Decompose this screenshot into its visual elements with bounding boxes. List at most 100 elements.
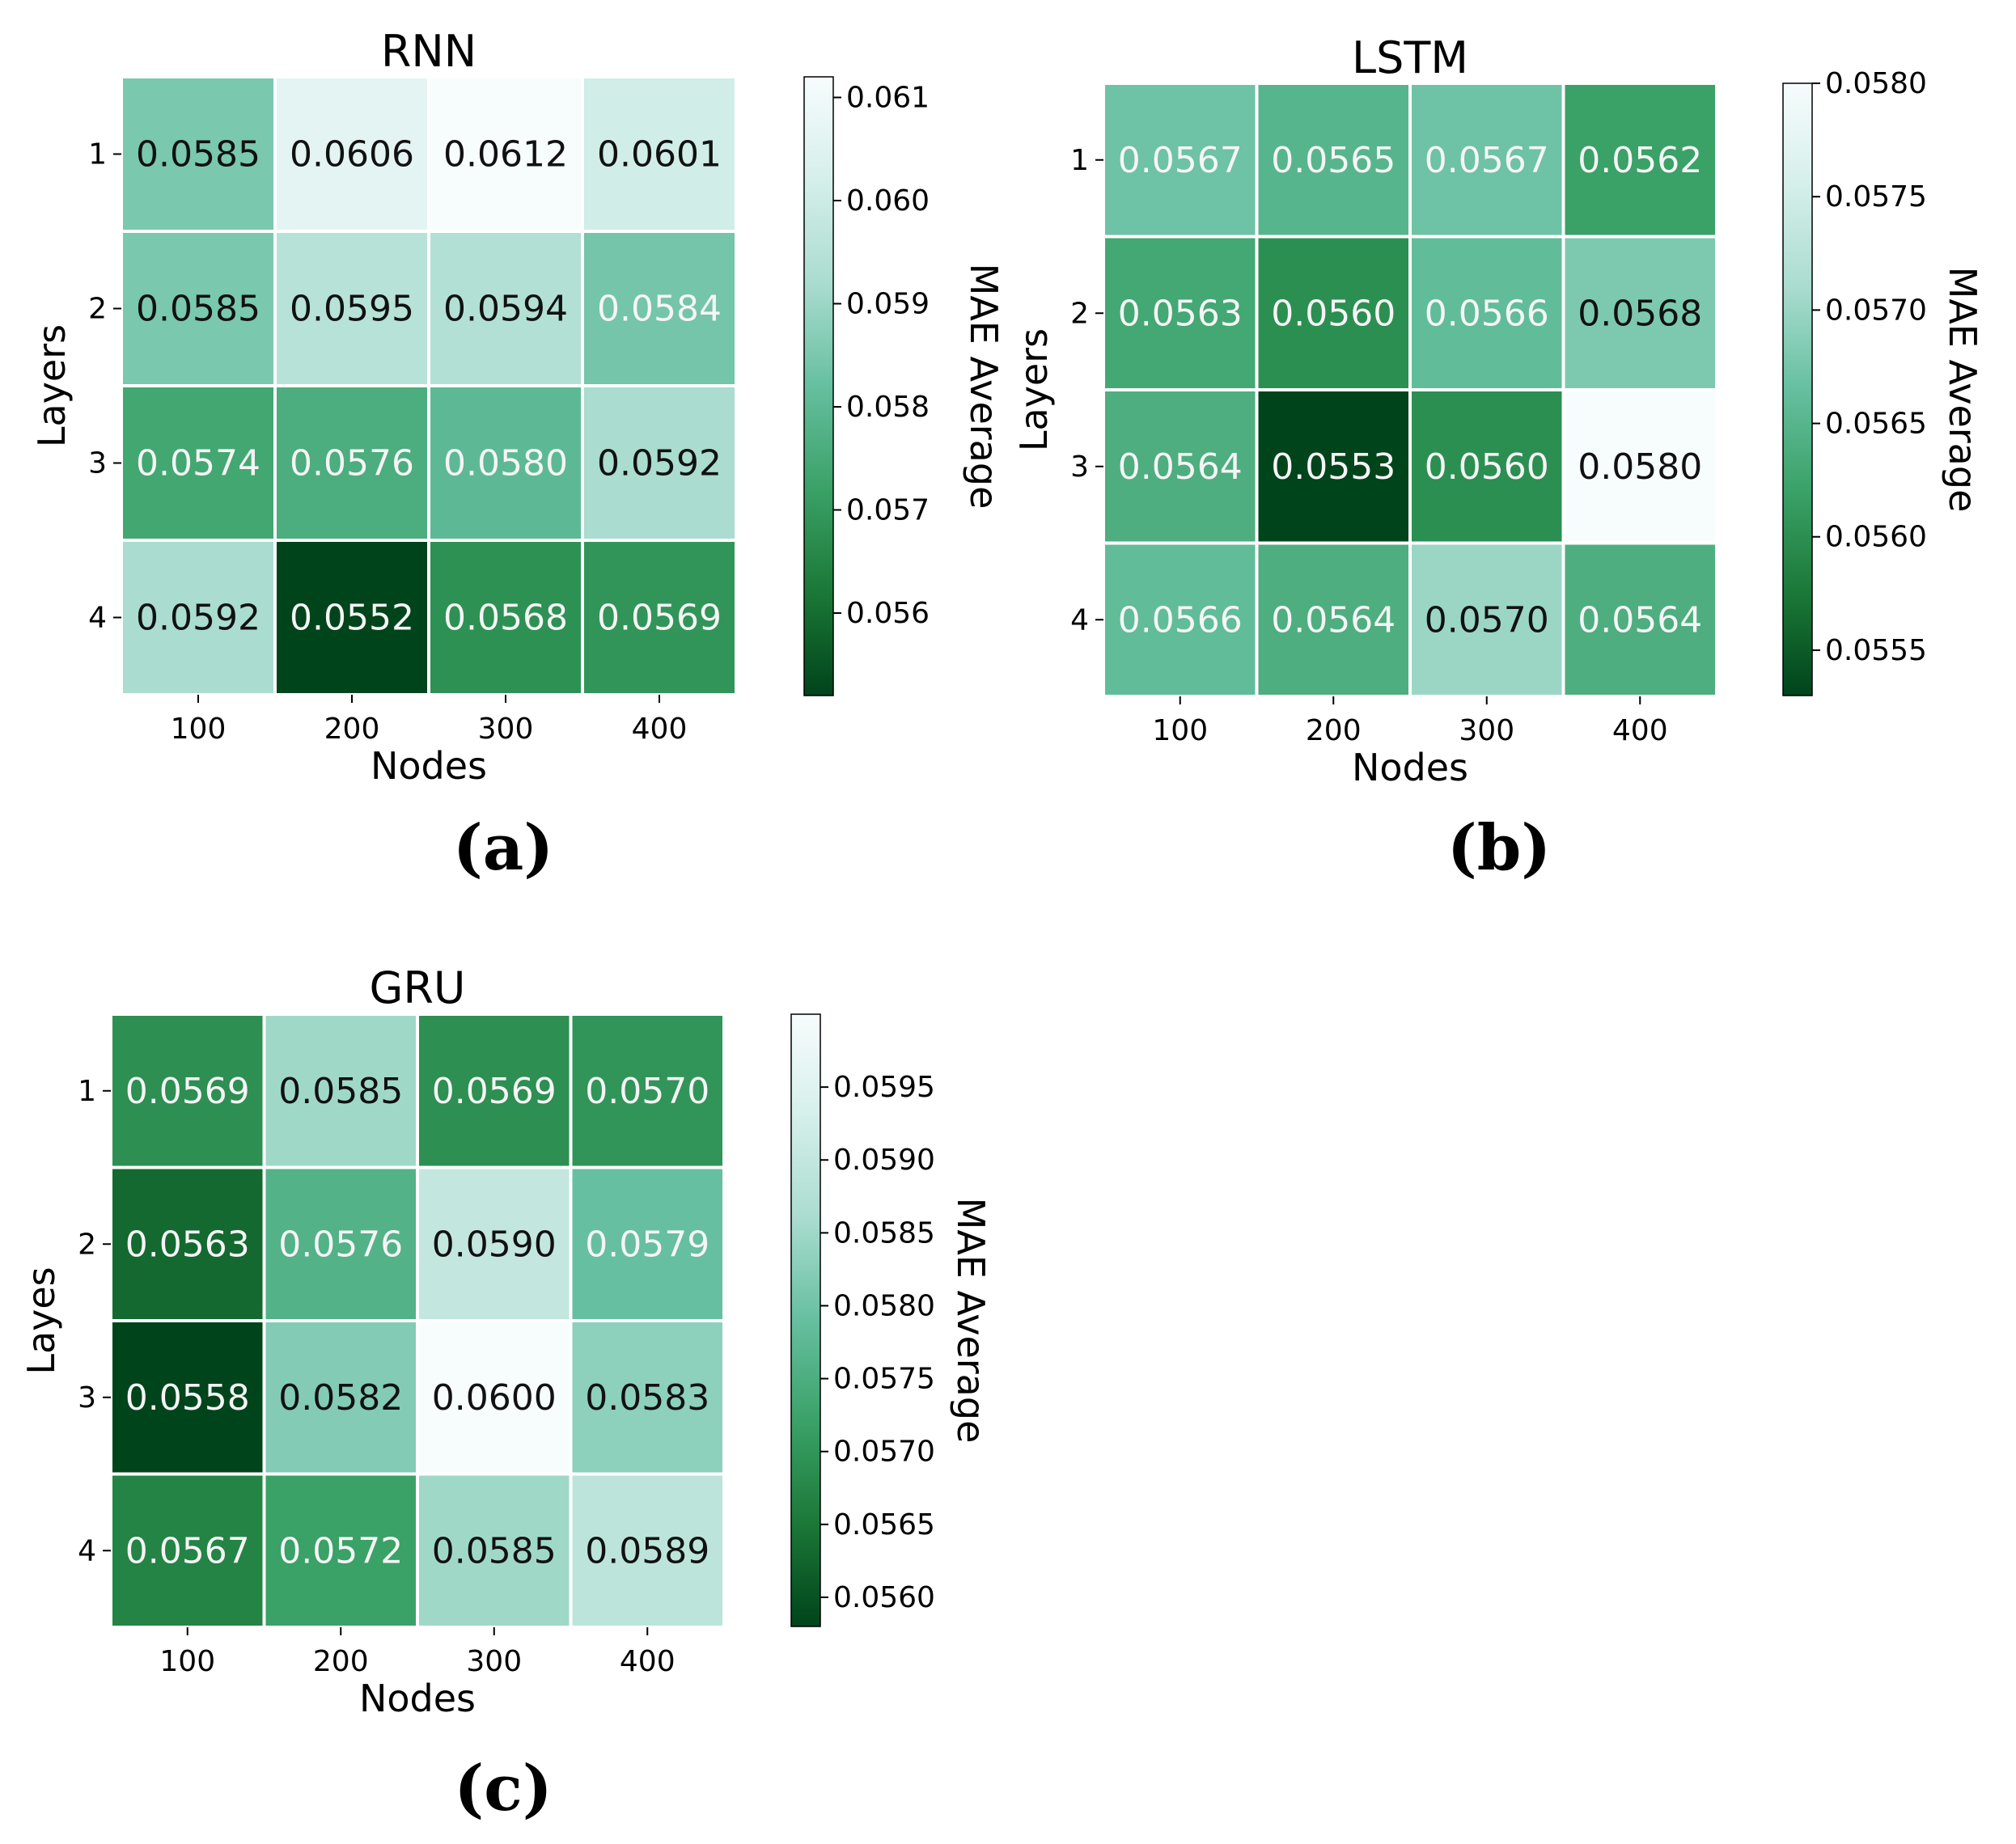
heatmap-panel-lstm: 0.0567 0.0565 0.0567 0.0562 0.0563 0.0560 0.05… <box>1012 32 1984 885</box>
colorbar <box>790 1013 821 1627</box>
chart-title: RNN <box>381 26 476 77</box>
colorbar-tick-label: 0.061 <box>846 82 930 115</box>
cell-value-label: 0.0589 <box>585 1530 709 1571</box>
x-tick-label: 300 <box>478 713 534 746</box>
cell-value-label: 0.0553 <box>1271 446 1396 488</box>
heatmap-cell <box>109 1472 266 1629</box>
colorbar-tick-label: 0.0590 <box>833 1144 935 1177</box>
cell-value-label: 0.0564 <box>1578 599 1702 641</box>
x-tick-label: 300 <box>1459 714 1514 747</box>
y-tick-label: 2 <box>88 293 107 326</box>
colorbar-tick-label: 0.057 <box>846 494 930 527</box>
y-tick-label: 1 <box>78 1075 96 1108</box>
colorbar-tick-label: 0.0595 <box>833 1071 935 1104</box>
cell-value-label: 0.0570 <box>1425 599 1549 641</box>
heatmap-cell <box>1102 82 1259 239</box>
y-tick-label: 1 <box>1070 144 1089 177</box>
colorbar-tick-label: 0.0575 <box>1825 180 1927 214</box>
cell-value-label: 0.0592 <box>597 443 722 484</box>
cell-value-label: 0.0606 <box>290 134 414 176</box>
y-tick-label: 3 <box>88 447 107 480</box>
cell-value-label: 0.0594 <box>443 289 568 330</box>
heatmap-cell <box>120 75 277 233</box>
cell-value-label: 0.0563 <box>1118 293 1243 334</box>
heatmap-cell <box>1561 82 1718 239</box>
y-tick-label: 4 <box>88 602 107 635</box>
colorbar-tick-label: 0.0580 <box>833 1289 935 1322</box>
x-tick-label: 400 <box>1612 714 1668 747</box>
panel-label: (b) <box>1447 811 1551 885</box>
x-tick-label: 300 <box>466 1645 522 1678</box>
colorbar-tick-label: 0.0560 <box>1825 521 1927 554</box>
colorbar <box>1782 82 1813 696</box>
cell-value-label: 0.0592 <box>136 598 260 639</box>
colorbar-tick-label: 0.0555 <box>1825 634 1927 667</box>
panel-label: (a) <box>453 811 553 885</box>
cell-value-label: 0.0565 <box>1271 140 1396 181</box>
y-tick-label: 4 <box>78 1534 96 1567</box>
cell-value-label: 0.0580 <box>1578 446 1702 488</box>
colorbar <box>803 76 834 696</box>
cell-value-label: 0.0570 <box>585 1071 709 1112</box>
y-axis-label: Layes <box>19 1267 63 1374</box>
cell-value-label: 0.0590 <box>432 1224 557 1265</box>
cell-value-label: 0.0585 <box>432 1530 557 1571</box>
cell-value-label: 0.0582 <box>278 1377 403 1419</box>
heatmap-cell <box>427 539 584 696</box>
y-tick-label: 3 <box>1070 450 1089 484</box>
heatmap-cell <box>262 1472 419 1629</box>
cell-value-label: 0.0566 <box>1118 599 1243 641</box>
heatmap-cell <box>1408 82 1565 239</box>
colorbar-tick-label: 0.0580 <box>1825 67 1927 100</box>
y-tick-label: 2 <box>1070 297 1089 330</box>
heatmap-cell <box>1255 82 1412 239</box>
cell-value-label: 0.0585 <box>278 1071 403 1112</box>
x-tick-label: 200 <box>324 713 380 746</box>
colorbar-tick-label: 0.0560 <box>833 1581 935 1614</box>
x-tick-label: 200 <box>313 1645 369 1678</box>
colorbar-label: MAE Average <box>949 1198 993 1444</box>
heatmap-cell <box>581 539 738 696</box>
x-tick-label: 100 <box>1152 714 1208 747</box>
colorbar-tick-label: 0.0570 <box>1825 294 1927 327</box>
heatmap-cell <box>1255 235 1412 391</box>
x-tick-label: 200 <box>1306 714 1362 747</box>
cell-value-label: 0.0567 <box>1118 140 1243 181</box>
cell-value-label: 0.0567 <box>1425 140 1549 181</box>
heatmap-cell <box>581 75 738 233</box>
colorbar-tick-label: 0.060 <box>846 184 930 218</box>
colorbar-tick-label: 0.0570 <box>833 1436 935 1469</box>
cell-value-label: 0.0568 <box>443 598 568 639</box>
cell-value-label: 0.0601 <box>597 134 722 176</box>
y-axis-label: Layers <box>1012 328 1056 451</box>
y-tick-label: 3 <box>78 1381 96 1415</box>
cell-value-label: 0.0564 <box>1118 446 1243 488</box>
cell-value-label: 0.0566 <box>1425 293 1549 334</box>
heatmap-cell <box>416 1472 573 1629</box>
y-tick-label: 2 <box>78 1228 96 1261</box>
cell-value-label: 0.0552 <box>290 598 414 639</box>
heatmap-cell <box>427 384 584 542</box>
x-tick-label: 400 <box>620 1645 676 1678</box>
heatmap-cell <box>569 1165 726 1322</box>
cell-value-label: 0.0562 <box>1578 140 1702 181</box>
cell-value-label: 0.0579 <box>585 1224 709 1265</box>
cell-value-label: 0.0568 <box>1578 293 1702 334</box>
heatmap-cell <box>1561 388 1718 545</box>
colorbar-tick-label: 0.0565 <box>1825 408 1927 441</box>
cell-value-label: 0.0563 <box>125 1224 250 1265</box>
heatmap-cell <box>120 539 277 696</box>
x-axis-label: Nodes <box>1352 746 1468 789</box>
heatmap-cell <box>569 1472 726 1629</box>
heatmap-panel-gru: 0.0569 0.0585 0.0569 0.0570 0.0563 0.0576 0.05… <box>19 962 993 1825</box>
cell-value-label: 0.0560 <box>1425 446 1549 488</box>
cell-value-label: 0.0558 <box>125 1377 250 1419</box>
heatmap-cell <box>1408 235 1565 391</box>
x-axis-label: Nodes <box>371 744 487 788</box>
cell-value-label: 0.0584 <box>597 289 722 330</box>
x-tick-label: 100 <box>171 713 227 746</box>
colorbar-tick-label: 0.0575 <box>833 1363 935 1396</box>
heatmap-cell <box>1102 235 1259 391</box>
colorbar-tick-label: 0.059 <box>846 288 930 321</box>
